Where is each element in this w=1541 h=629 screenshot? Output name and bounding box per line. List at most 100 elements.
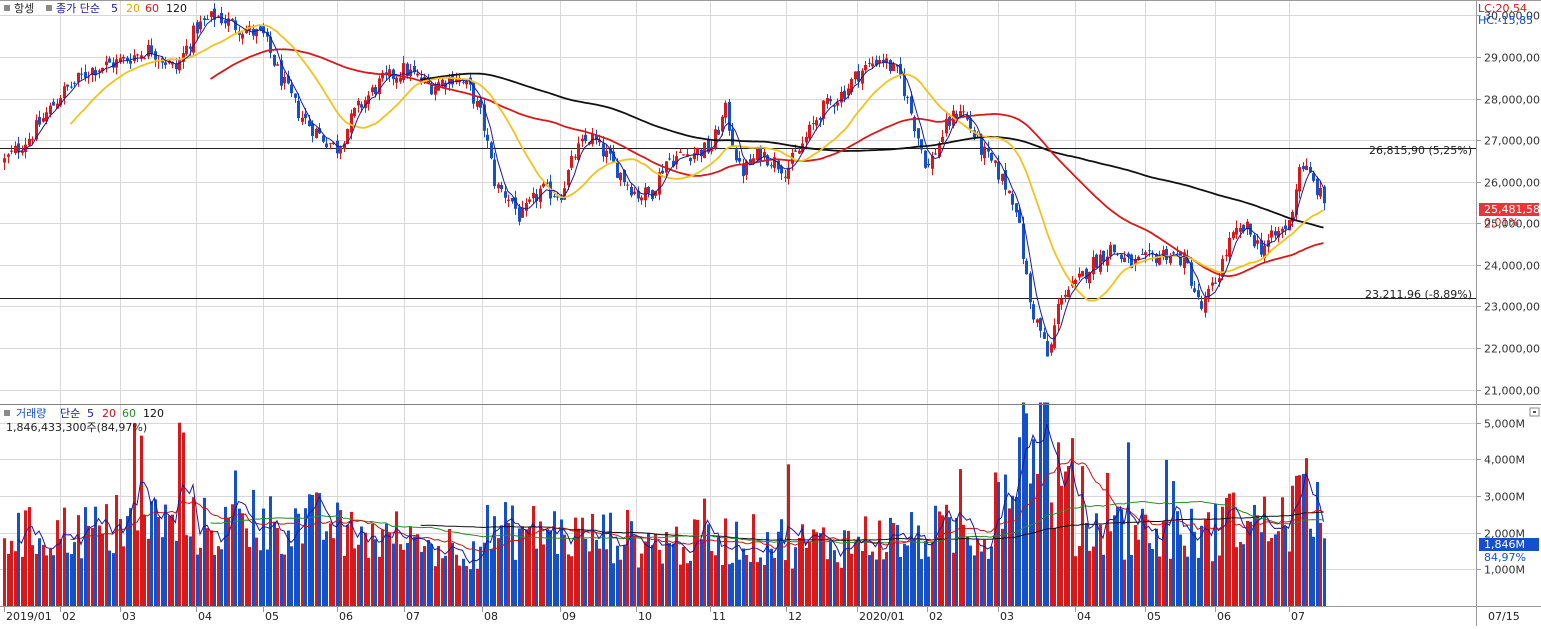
candle-body[interactable]: [1214, 282, 1217, 284]
volume-bar[interactable]: [1221, 506, 1224, 606]
candle-body[interactable]: [1197, 290, 1200, 298]
candle-body[interactable]: [1298, 167, 1301, 192]
candle-body[interactable]: [787, 167, 790, 179]
volume-bar[interactable]: [1267, 541, 1270, 606]
volume-bar[interactable]: [1134, 525, 1137, 606]
candle-body[interactable]: [983, 146, 986, 159]
volume-bar[interactable]: [735, 521, 738, 606]
candle-body[interactable]: [1106, 256, 1109, 266]
candle-body[interactable]: [1099, 254, 1102, 272]
candle-body[interactable]: [682, 154, 685, 156]
volume-bar[interactable]: [787, 464, 790, 606]
volume-bar[interactable]: [157, 516, 160, 606]
candle-body[interactable]: [423, 77, 426, 79]
volume-bar[interactable]: [273, 521, 276, 606]
volume-bar[interactable]: [738, 559, 741, 606]
volume-bar[interactable]: [203, 497, 206, 606]
volume-bar[interactable]: [175, 540, 178, 606]
candle-body[interactable]: [350, 113, 353, 133]
volume-bar[interactable]: [427, 540, 430, 606]
volume-bar[interactable]: [1211, 561, 1214, 606]
volume-bar[interactable]: [1078, 546, 1081, 606]
volume-bar[interactable]: [126, 516, 129, 606]
candle-body[interactable]: [308, 120, 311, 127]
candle-body[interactable]: [868, 62, 871, 64]
volume-bar[interactable]: [1204, 519, 1207, 606]
candle-body[interactable]: [560, 197, 563, 200]
candle-body[interactable]: [1239, 227, 1242, 232]
volume-bar[interactable]: [1186, 556, 1189, 606]
volume-bar[interactable]: [1116, 506, 1119, 606]
volume-bar[interactable]: [234, 470, 237, 606]
candle-body[interactable]: [675, 156, 678, 165]
volume-bar[interactable]: [283, 554, 286, 606]
candle-body[interactable]: [500, 185, 503, 190]
volume-bar[interactable]: [1155, 528, 1158, 606]
candle-body[interactable]: [164, 62, 167, 65]
volume-bar[interactable]: [679, 564, 682, 606]
volume-bar[interactable]: [976, 538, 979, 606]
volume-bar[interactable]: [777, 531, 780, 606]
candle-body[interactable]: [633, 191, 636, 194]
candle-body[interactable]: [252, 28, 255, 36]
volume-bar[interactable]: [420, 551, 423, 606]
candle-body[interactable]: [1155, 253, 1158, 263]
candle-body[interactable]: [553, 196, 556, 198]
candle-body[interactable]: [770, 165, 773, 167]
volume-bar[interactable]: [1057, 442, 1060, 606]
candle-body[interactable]: [1162, 250, 1165, 258]
candle-body[interactable]: [346, 129, 349, 145]
volume-bar[interactable]: [889, 517, 892, 606]
candle-body[interactable]: [724, 102, 727, 118]
volume-bar[interactable]: [539, 521, 542, 606]
volume-bar[interactable]: [1071, 438, 1074, 606]
volume-bar[interactable]: [1319, 522, 1322, 606]
candle-body[interactable]: [1022, 223, 1025, 259]
volume-bar[interactable]: [885, 552, 888, 606]
volume-bar[interactable]: [192, 497, 195, 606]
candle-body[interactable]: [287, 75, 290, 84]
volume-bar[interactable]: [304, 508, 307, 606]
candle-body[interactable]: [1134, 258, 1137, 265]
candle-body[interactable]: [1312, 173, 1315, 181]
volume-bar[interactable]: [1232, 492, 1235, 606]
volume-bar[interactable]: [871, 551, 874, 606]
volume-bar[interactable]: [357, 544, 360, 606]
volume-bar[interactable]: [920, 559, 923, 606]
candle-body[interactable]: [899, 63, 902, 76]
candle-body[interactable]: [1092, 256, 1095, 275]
volume-bar[interactable]: [763, 564, 766, 606]
volume-bar[interactable]: [1284, 526, 1287, 606]
volume-bar[interactable]: [402, 549, 405, 606]
volume-bar[interactable]: [840, 567, 843, 606]
volume-bar[interactable]: [206, 528, 209, 606]
volume-bar[interactable]: [567, 554, 570, 606]
volume-bar[interactable]: [1179, 534, 1182, 606]
candle-body[interactable]: [185, 45, 188, 54]
candle-body[interactable]: [819, 117, 822, 120]
candle-body[interactable]: [794, 150, 797, 152]
candle-body[interactable]: [773, 157, 776, 168]
volume-bar[interactable]: [91, 527, 94, 606]
volume-bar[interactable]: [262, 508, 265, 606]
candle-body[interactable]: [497, 184, 500, 189]
volume-bar[interactable]: [409, 526, 412, 606]
candle-body[interactable]: [798, 150, 801, 154]
candle-body[interactable]: [955, 113, 958, 119]
volume-bar[interactable]: [1032, 439, 1035, 606]
volume-bar[interactable]: [245, 528, 248, 606]
volume-bar[interactable]: [511, 505, 514, 606]
candle-body[interactable]: [1029, 273, 1032, 303]
volume-bar[interactable]: [220, 549, 223, 606]
volume-bar[interactable]: [77, 515, 80, 606]
candle-body[interactable]: [1176, 253, 1179, 255]
volume-bar[interactable]: [1123, 559, 1126, 606]
volume-bar[interactable]: [21, 556, 24, 606]
volume-bar[interactable]: [301, 543, 304, 606]
candle-body[interactable]: [689, 157, 692, 162]
candle-body[interactable]: [616, 161, 619, 178]
candle-body[interactable]: [1232, 232, 1235, 239]
candle-body[interactable]: [847, 88, 850, 96]
candle-body[interactable]: [462, 81, 465, 83]
candle-body[interactable]: [343, 143, 346, 150]
